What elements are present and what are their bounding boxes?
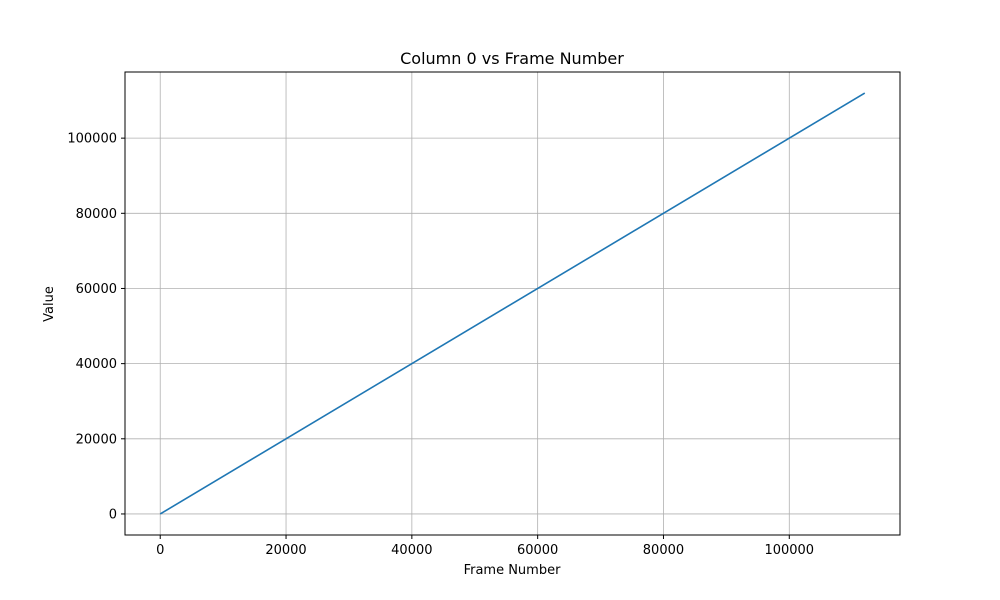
grid: [125, 72, 900, 535]
y-tick-label: 40000: [76, 357, 117, 372]
x-tick-label: 80000: [643, 543, 684, 558]
plot-frame: [124, 71, 901, 536]
y-tick-label: 80000: [76, 207, 117, 222]
series-layer: [159, 92, 866, 515]
x-tick-label: 40000: [391, 543, 432, 558]
x-axis: 0 20000 40000 60000 80000 100000: [156, 535, 814, 558]
series-line: [159, 92, 866, 515]
y-axis: 0 20000 40000 60000 80000 100000: [67, 132, 125, 522]
y-tick-label: 100000: [67, 132, 117, 147]
y-axis-label: Value: [42, 286, 57, 322]
x-axis-label: Frame Number: [464, 563, 562, 578]
chart-title: Column 0 vs Frame Number: [400, 49, 624, 68]
y-tick-label: 0: [109, 507, 117, 522]
x-tick-label: 100000: [764, 543, 814, 558]
y-tick-label: 60000: [76, 282, 117, 297]
x-tick-label: 0: [156, 543, 164, 558]
x-tick-label: 20000: [265, 543, 306, 558]
y-tick-label: 20000: [76, 432, 117, 447]
x-tick-label: 60000: [517, 543, 558, 558]
